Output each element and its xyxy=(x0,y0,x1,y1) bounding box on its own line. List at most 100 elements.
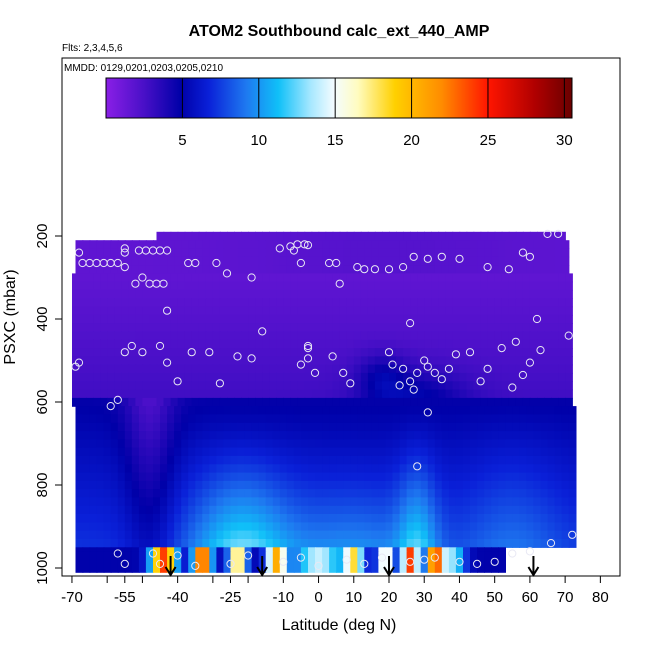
heatmap-cell-1276 xyxy=(177,381,186,391)
heatmap-cell-145 xyxy=(195,248,204,258)
heatmap-cell-1434 xyxy=(290,397,299,407)
heatmap-cell-270 xyxy=(89,265,98,274)
heatmap-cell-2229 xyxy=(392,489,401,498)
heatmap-cell-2215 xyxy=(293,489,302,498)
heatmap-cell-741 xyxy=(410,314,418,324)
heatmap-cell-461 xyxy=(438,281,447,291)
heatmap-cell-2771 xyxy=(279,551,288,573)
heatmap-cell-1436 xyxy=(304,397,313,407)
heatmap-cell-454 xyxy=(389,281,397,291)
heatmap-cell-1631 xyxy=(181,422,189,432)
heatmap-cell-2192 xyxy=(131,489,140,498)
heatmap-cell-2522 xyxy=(455,522,464,532)
heatmap-cell-2674 xyxy=(526,539,535,548)
heatmap-cell-1138 xyxy=(205,364,214,374)
heatmap-cell-1181 xyxy=(508,364,517,374)
heatmap-cell-893 xyxy=(480,331,489,341)
heatmap-cell-2399 xyxy=(89,514,98,523)
heatmap-cell-677 xyxy=(459,306,468,316)
heatmap-cell-223 xyxy=(251,256,260,266)
heatmap-cell-1974 xyxy=(96,464,105,474)
heatmap-cell-1367 xyxy=(318,389,327,399)
heatmap-cell-491 xyxy=(149,289,158,299)
heatmap-cell-2796 xyxy=(455,551,464,573)
heatmap-cell-1447 xyxy=(382,397,390,407)
heatmap-cell-104 xyxy=(399,240,408,250)
obs-point-68 xyxy=(420,356,429,365)
obs-point-112 xyxy=(191,561,200,571)
heatmap-cell-1148 xyxy=(276,364,285,374)
heatmap-cell-967 xyxy=(501,339,510,349)
heatmap-cell-2433 xyxy=(329,514,337,523)
heatmap-cell-2175 xyxy=(512,480,521,490)
heatmap-cell-117 xyxy=(491,240,499,250)
heatmap-cell-1174 xyxy=(459,364,468,374)
heatmap-cell-1690 xyxy=(96,431,105,440)
heatmap-cell-1263 xyxy=(86,381,94,391)
heatmap-cell-1712 xyxy=(251,431,260,440)
heatmap-cell-463 xyxy=(452,281,461,291)
heatmap-cell-1136 xyxy=(191,364,200,374)
heatmap-cell-1310 xyxy=(417,381,425,391)
heatmap-cell-848 xyxy=(163,331,172,341)
heatmap-cell-154 xyxy=(258,248,267,258)
heatmap-cell-2204 xyxy=(216,489,225,498)
heatmap-cell-1379 xyxy=(403,389,411,399)
heatmap-cell-1437 xyxy=(311,397,320,407)
heatmap-cell-1103 xyxy=(459,356,468,366)
heatmap-cell-300 xyxy=(300,265,309,274)
heatmap-cell-2002 xyxy=(293,464,302,474)
heatmap-cell-742 xyxy=(417,314,425,324)
heatmap-cell-2769 xyxy=(265,551,274,573)
heatmap-cell-99 xyxy=(364,240,373,250)
heatmap-cell-1484 xyxy=(145,406,154,415)
heatmap-cell-828 xyxy=(522,323,531,332)
heatmap-cell-1082 xyxy=(311,356,320,366)
heatmap-cell-1430 xyxy=(262,397,270,407)
heatmap-cell-1885 xyxy=(470,447,478,457)
heatmap-cell-2138 xyxy=(251,480,260,490)
heatmap-cell-1828 xyxy=(568,439,577,449)
heatmap-cell-760 xyxy=(544,314,552,324)
heatmap-cell-1368 xyxy=(325,389,334,399)
heatmap-cell-1921 xyxy=(223,455,232,465)
obs-point-53 xyxy=(346,379,355,388)
heatmap-cell-1721 xyxy=(315,431,323,440)
heatmap-cell-2263 xyxy=(131,497,140,507)
heatmap-cell-1186 xyxy=(544,364,552,374)
obs-point-32 xyxy=(163,358,172,367)
x-tick-label-14: 50 xyxy=(486,589,503,606)
heatmap-cell-1654 xyxy=(343,422,351,432)
heatmap-cell-938 xyxy=(297,339,306,349)
heatmap-cell-2132 xyxy=(209,480,218,490)
heatmap-cell-964 xyxy=(480,339,489,349)
heatmap-cell-809 xyxy=(389,323,397,332)
heatmap-cell-1813 xyxy=(463,439,471,449)
heatmap-cell-2360 xyxy=(315,505,323,515)
heatmap-cell-2788 xyxy=(399,551,408,573)
heatmap-cell-1416 xyxy=(163,397,172,407)
heatmap-cell-836 xyxy=(79,331,87,341)
heatmap-cell-2615 xyxy=(110,539,119,548)
heatmap-cell-2280 xyxy=(251,497,260,507)
heatmap-cell-1331 xyxy=(565,381,573,391)
obs-point-19 xyxy=(163,246,172,255)
heatmap-cell-704 xyxy=(149,314,158,324)
heatmap-cell-2017 xyxy=(399,464,408,474)
heatmap-cell-965 xyxy=(487,339,496,349)
heatmap-cell-368 xyxy=(283,273,292,283)
heatmap-cell-1526 xyxy=(441,406,450,415)
heatmap-cell-1550 xyxy=(110,414,119,424)
heatmap-cell-1849 xyxy=(216,447,225,457)
heatmap-cell-232 xyxy=(315,256,323,266)
heatmap-cell-1068 xyxy=(212,356,221,366)
heatmap-cell-646 xyxy=(241,306,249,316)
heatmap-cell-1393 xyxy=(501,389,510,399)
heatmap-cell-879 xyxy=(382,331,390,341)
heatmap-cell-2502 xyxy=(315,522,323,532)
heatmap-cell-2095 xyxy=(448,472,457,482)
heatmap-cell-1185 xyxy=(537,364,545,374)
heatmap-cell-2618 xyxy=(131,539,140,548)
heatmap-cell-2766 xyxy=(244,551,253,573)
